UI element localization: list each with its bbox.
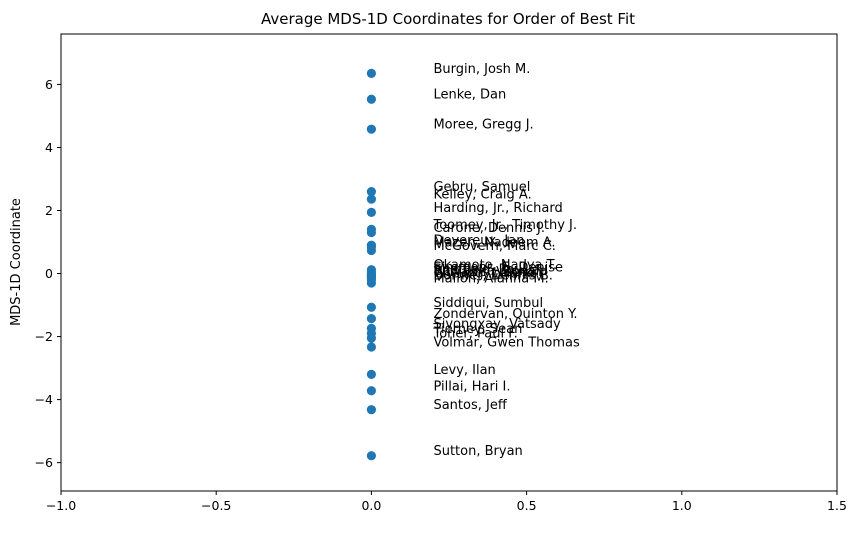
point-label: Okamoto, Nadya T.	[433, 258, 557, 273]
point-label: Devereux, Jan	[433, 234, 524, 249]
data-point	[366, 342, 376, 352]
plot-area-frame	[60, 33, 838, 492]
y-tick-label: 0	[45, 266, 53, 281]
data-point	[366, 405, 376, 415]
point-label: Williams, Vernon	[433, 265, 541, 280]
point-label: Volmar, Gwen Thomas	[433, 335, 580, 350]
data-point	[366, 369, 376, 379]
data-point	[366, 302, 376, 312]
data-point	[366, 186, 376, 197]
point-label: Simmons, E. Denise	[433, 260, 563, 275]
y-tick-label: −6	[35, 455, 53, 470]
x-tick-label: −1.0	[46, 498, 76, 513]
point-label: Dormer, Dennis B.	[433, 268, 552, 283]
point-label: Gebru, Samuel	[433, 180, 530, 195]
point-label: McGovern, Marc C.	[433, 239, 555, 254]
data-point	[366, 227, 376, 238]
point-label: Levy, Ilan	[433, 363, 495, 378]
y-tick-label: −2	[35, 329, 53, 344]
point-label: Toner, Paul F.	[432, 327, 517, 342]
y-axis-label: MDS-1D Coordinate	[9, 198, 24, 326]
y-tick-label: 6	[45, 77, 53, 92]
data-point	[366, 451, 376, 461]
y-tick-label: −4	[35, 392, 53, 407]
point-label: Tierney, Sean	[432, 322, 522, 337]
point-label: Benjamin, Ronald	[433, 264, 547, 279]
y-tick-label: 4	[45, 140, 53, 155]
data-point	[366, 314, 376, 324]
x-axis: −1.0 −0.5 0.0 0.5 1.0 1.5	[46, 491, 847, 513]
data-point	[366, 207, 376, 217]
data-point	[366, 124, 376, 134]
x-tick-label: 1.0	[672, 498, 692, 513]
point-label: Zondervan, Quinton Y.	[433, 307, 577, 322]
point-label: Carone, Dennis J.	[433, 221, 545, 236]
x-tick-label: −0.5	[201, 498, 231, 513]
point-label: Pillai, Hari I.	[433, 379, 510, 394]
point-label: Toomey, Jr., Timothy J.	[432, 218, 577, 233]
point-label: Sheffield, Paul	[433, 263, 525, 278]
point-label: Moree, Gregg J.	[433, 118, 533, 133]
data-point	[366, 333, 376, 343]
x-tick-label: 1.5	[827, 498, 847, 513]
data-points	[366, 68, 376, 461]
point-label: Sutton, Bryan	[433, 444, 522, 459]
y-axis: −6 −4 −2 0 2 4 6	[35, 77, 61, 470]
x-tick-label: 0.0	[361, 498, 381, 513]
point-label: Santos, Jeff	[433, 398, 507, 413]
data-point	[366, 94, 376, 104]
point-label: Lenke, Dan	[433, 88, 506, 103]
point-label: Cheung, Leland	[433, 266, 534, 281]
point-label: Siddiqui, Sumbul	[433, 296, 543, 311]
data-point	[366, 68, 376, 78]
point-label: Kelley, Craig A.	[433, 188, 531, 203]
x-tick-label: 0.5	[517, 498, 537, 513]
point-label: Mallon, Alanna M.	[433, 271, 548, 286]
data-point	[366, 245, 376, 256]
point-label: Sivongxay, Vatsady	[433, 317, 561, 332]
chart-title: Average MDS-1D Coordinates for Order of …	[261, 10, 635, 28]
point-label: Mazen, Nadeem A.	[433, 236, 555, 251]
data-point	[366, 194, 376, 204]
point-labels: Burgin, Josh M. Lenke, Dan Moree, Gregg J.…	[432, 62, 580, 459]
point-label: Harding, Jr., Richard	[433, 201, 562, 216]
data-point	[366, 386, 376, 396]
data-point	[366, 278, 376, 288]
y-tick-label: 2	[45, 203, 53, 218]
point-label: Burgin, Josh M.	[433, 62, 530, 77]
